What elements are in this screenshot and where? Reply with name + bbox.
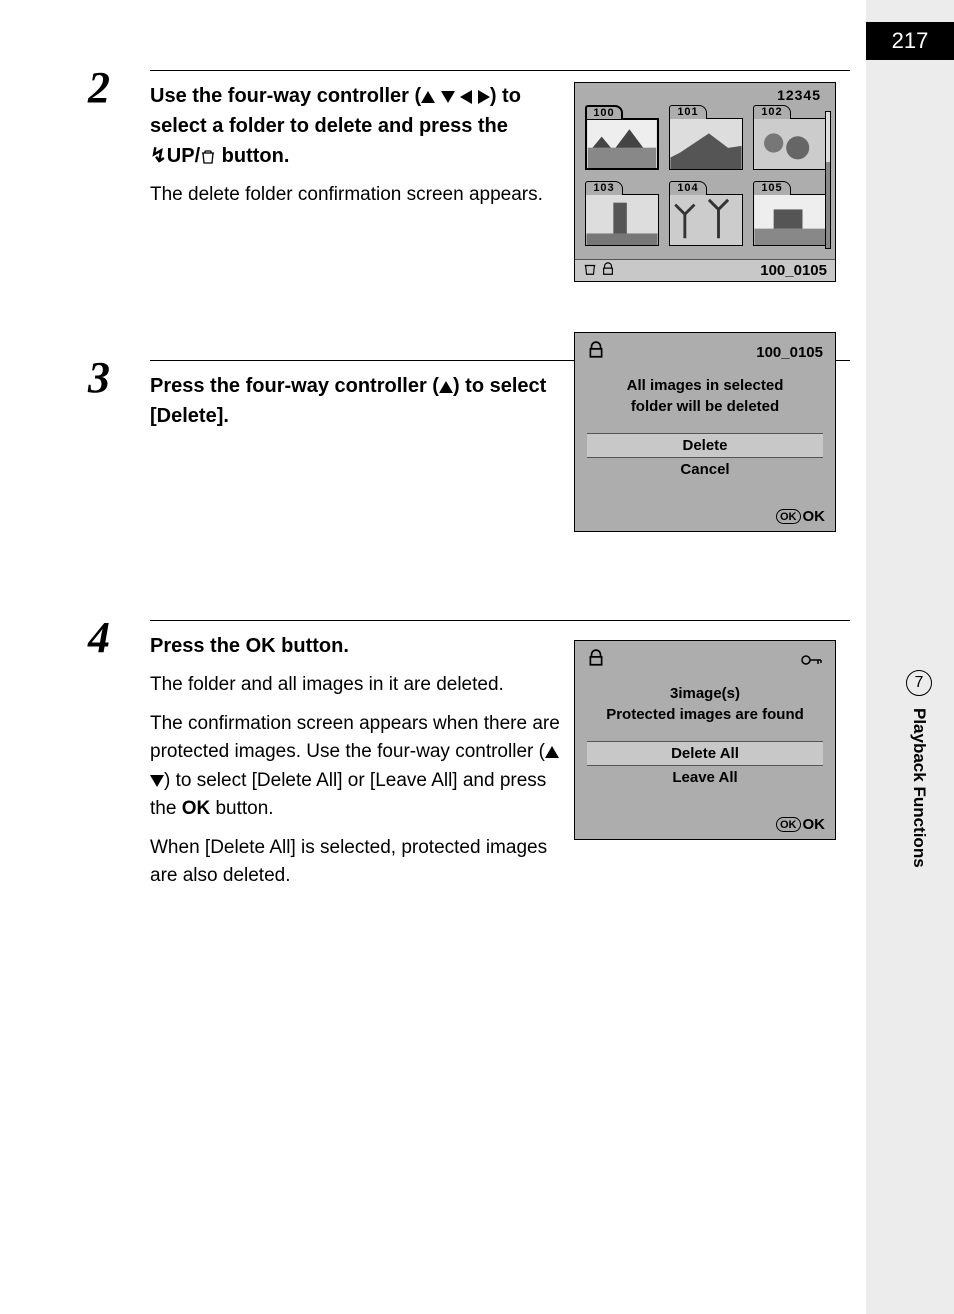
text: 3image(s): [587, 683, 823, 704]
image-counter: 12345: [575, 83, 835, 105]
step-3-number: 3: [88, 352, 110, 403]
scrollbar[interactable]: [825, 111, 831, 249]
ok-label: OK: [803, 508, 826, 525]
lcd-folder-grid: 12345 100 101 102 103 104 105: [574, 82, 836, 282]
folder-tab: 100: [585, 105, 623, 119]
protect-icon: [587, 341, 605, 363]
up-arrow-icon: [421, 91, 435, 103]
folder-104[interactable]: 104: [669, 181, 743, 249]
down-arrow-icon: [441, 91, 455, 103]
side-tab: 7 Playback Functions: [906, 670, 932, 868]
text: folder will be deleted: [587, 396, 823, 417]
folder-tab: 102: [753, 105, 791, 119]
folder-thumb: [753, 194, 827, 246]
right-arrow-icon: [478, 90, 490, 104]
folder-thumb: [585, 194, 659, 246]
ok-label: OK: [182, 798, 211, 819]
text: button.: [276, 635, 349, 657]
folder-tab: 105: [753, 181, 791, 195]
option-cancel[interactable]: Cancel: [587, 458, 823, 481]
dialog-options: Delete Cancel: [575, 433, 835, 481]
chapter-label: Playback Functions: [909, 708, 929, 868]
folder-tab: 101: [669, 105, 707, 119]
text: UP: [167, 145, 195, 167]
text: Press the four-way controller (: [150, 375, 439, 397]
folder-tab: 104: [669, 181, 707, 195]
text: Protected images are found: [587, 704, 823, 725]
ok-icon: OK: [776, 509, 801, 524]
text: button.: [210, 798, 273, 819]
lcd-delete-confirm: 100_0105 All images in selected folder w…: [574, 332, 836, 532]
folder-102[interactable]: 102: [753, 105, 827, 173]
step-4-desc1: The folder and all images in it are dele…: [150, 671, 570, 700]
option-delete-all[interactable]: Delete All: [587, 741, 823, 766]
key-icon: [801, 653, 823, 667]
folder-101[interactable]: 101: [669, 105, 743, 173]
dialog-message: 3image(s) Protected images are found: [575, 675, 835, 741]
folder-103[interactable]: 103: [585, 181, 659, 249]
text: All images in selected: [587, 375, 823, 396]
up-arrow-icon: [545, 746, 559, 758]
ok-icon: OK: [776, 817, 801, 832]
text: The confirmation screen appears when the…: [150, 713, 560, 763]
lcd-protected-confirm: 3image(s) Protected images are found Del…: [574, 640, 836, 840]
side-gray-strip: [866, 0, 954, 1314]
step-3-heading: Press the four-way controller () to sele…: [150, 371, 550, 431]
left-arrow-icon: [460, 90, 472, 104]
step-2-description: The delete folder confirmation screen ap…: [150, 181, 550, 210]
ok-label: OK: [246, 635, 276, 657]
option-leave-all[interactable]: Leave All: [587, 766, 823, 789]
ok-label: OK: [803, 816, 826, 833]
dialog-footer: OK OK: [776, 508, 825, 525]
up-arrow-icon: [439, 381, 453, 393]
trash-icon: [200, 145, 216, 167]
protect-icon: [587, 649, 605, 671]
folder-path: 100_0105: [760, 262, 827, 279]
text: Use the four-way controller (: [150, 85, 421, 107]
folder-100[interactable]: 100: [585, 105, 659, 173]
folder-thumb: [669, 194, 743, 246]
folder-105[interactable]: 105: [753, 181, 827, 249]
folder-thumb: [669, 118, 743, 170]
down-arrow-icon: [150, 775, 164, 787]
folder-thumb: [585, 118, 659, 170]
dialog-options: Delete All Leave All: [575, 741, 835, 789]
protect-icon: [601, 262, 615, 280]
step-2-number: 2: [88, 62, 110, 113]
dialog-message: All images in selected folder will be de…: [575, 367, 835, 433]
folder-tab: 103: [585, 181, 623, 195]
text: button.: [216, 145, 289, 167]
step-4-number: 4: [88, 612, 110, 663]
folder-thumb: [753, 118, 827, 170]
text: Press the: [150, 635, 246, 657]
step-4-desc3: When [Delete All] is selected, protected…: [150, 834, 570, 891]
option-delete[interactable]: Delete: [587, 433, 823, 458]
dialog-title: 100_0105: [756, 344, 823, 361]
step-2-heading: Use the four-way controller ( ) to selec…: [150, 81, 550, 171]
lcd-footer: 100_0105: [575, 259, 835, 281]
chapter-number: 7: [906, 670, 932, 696]
step-4-desc2: The confirmation screen appears when the…: [150, 710, 570, 824]
flash-icon: ↯: [150, 145, 167, 167]
folder-grid: 100 101 102 103 104 105: [575, 105, 835, 249]
trash-icon: [583, 262, 597, 280]
page-number: 217: [866, 22, 954, 60]
dialog-footer: OK OK: [776, 816, 825, 833]
